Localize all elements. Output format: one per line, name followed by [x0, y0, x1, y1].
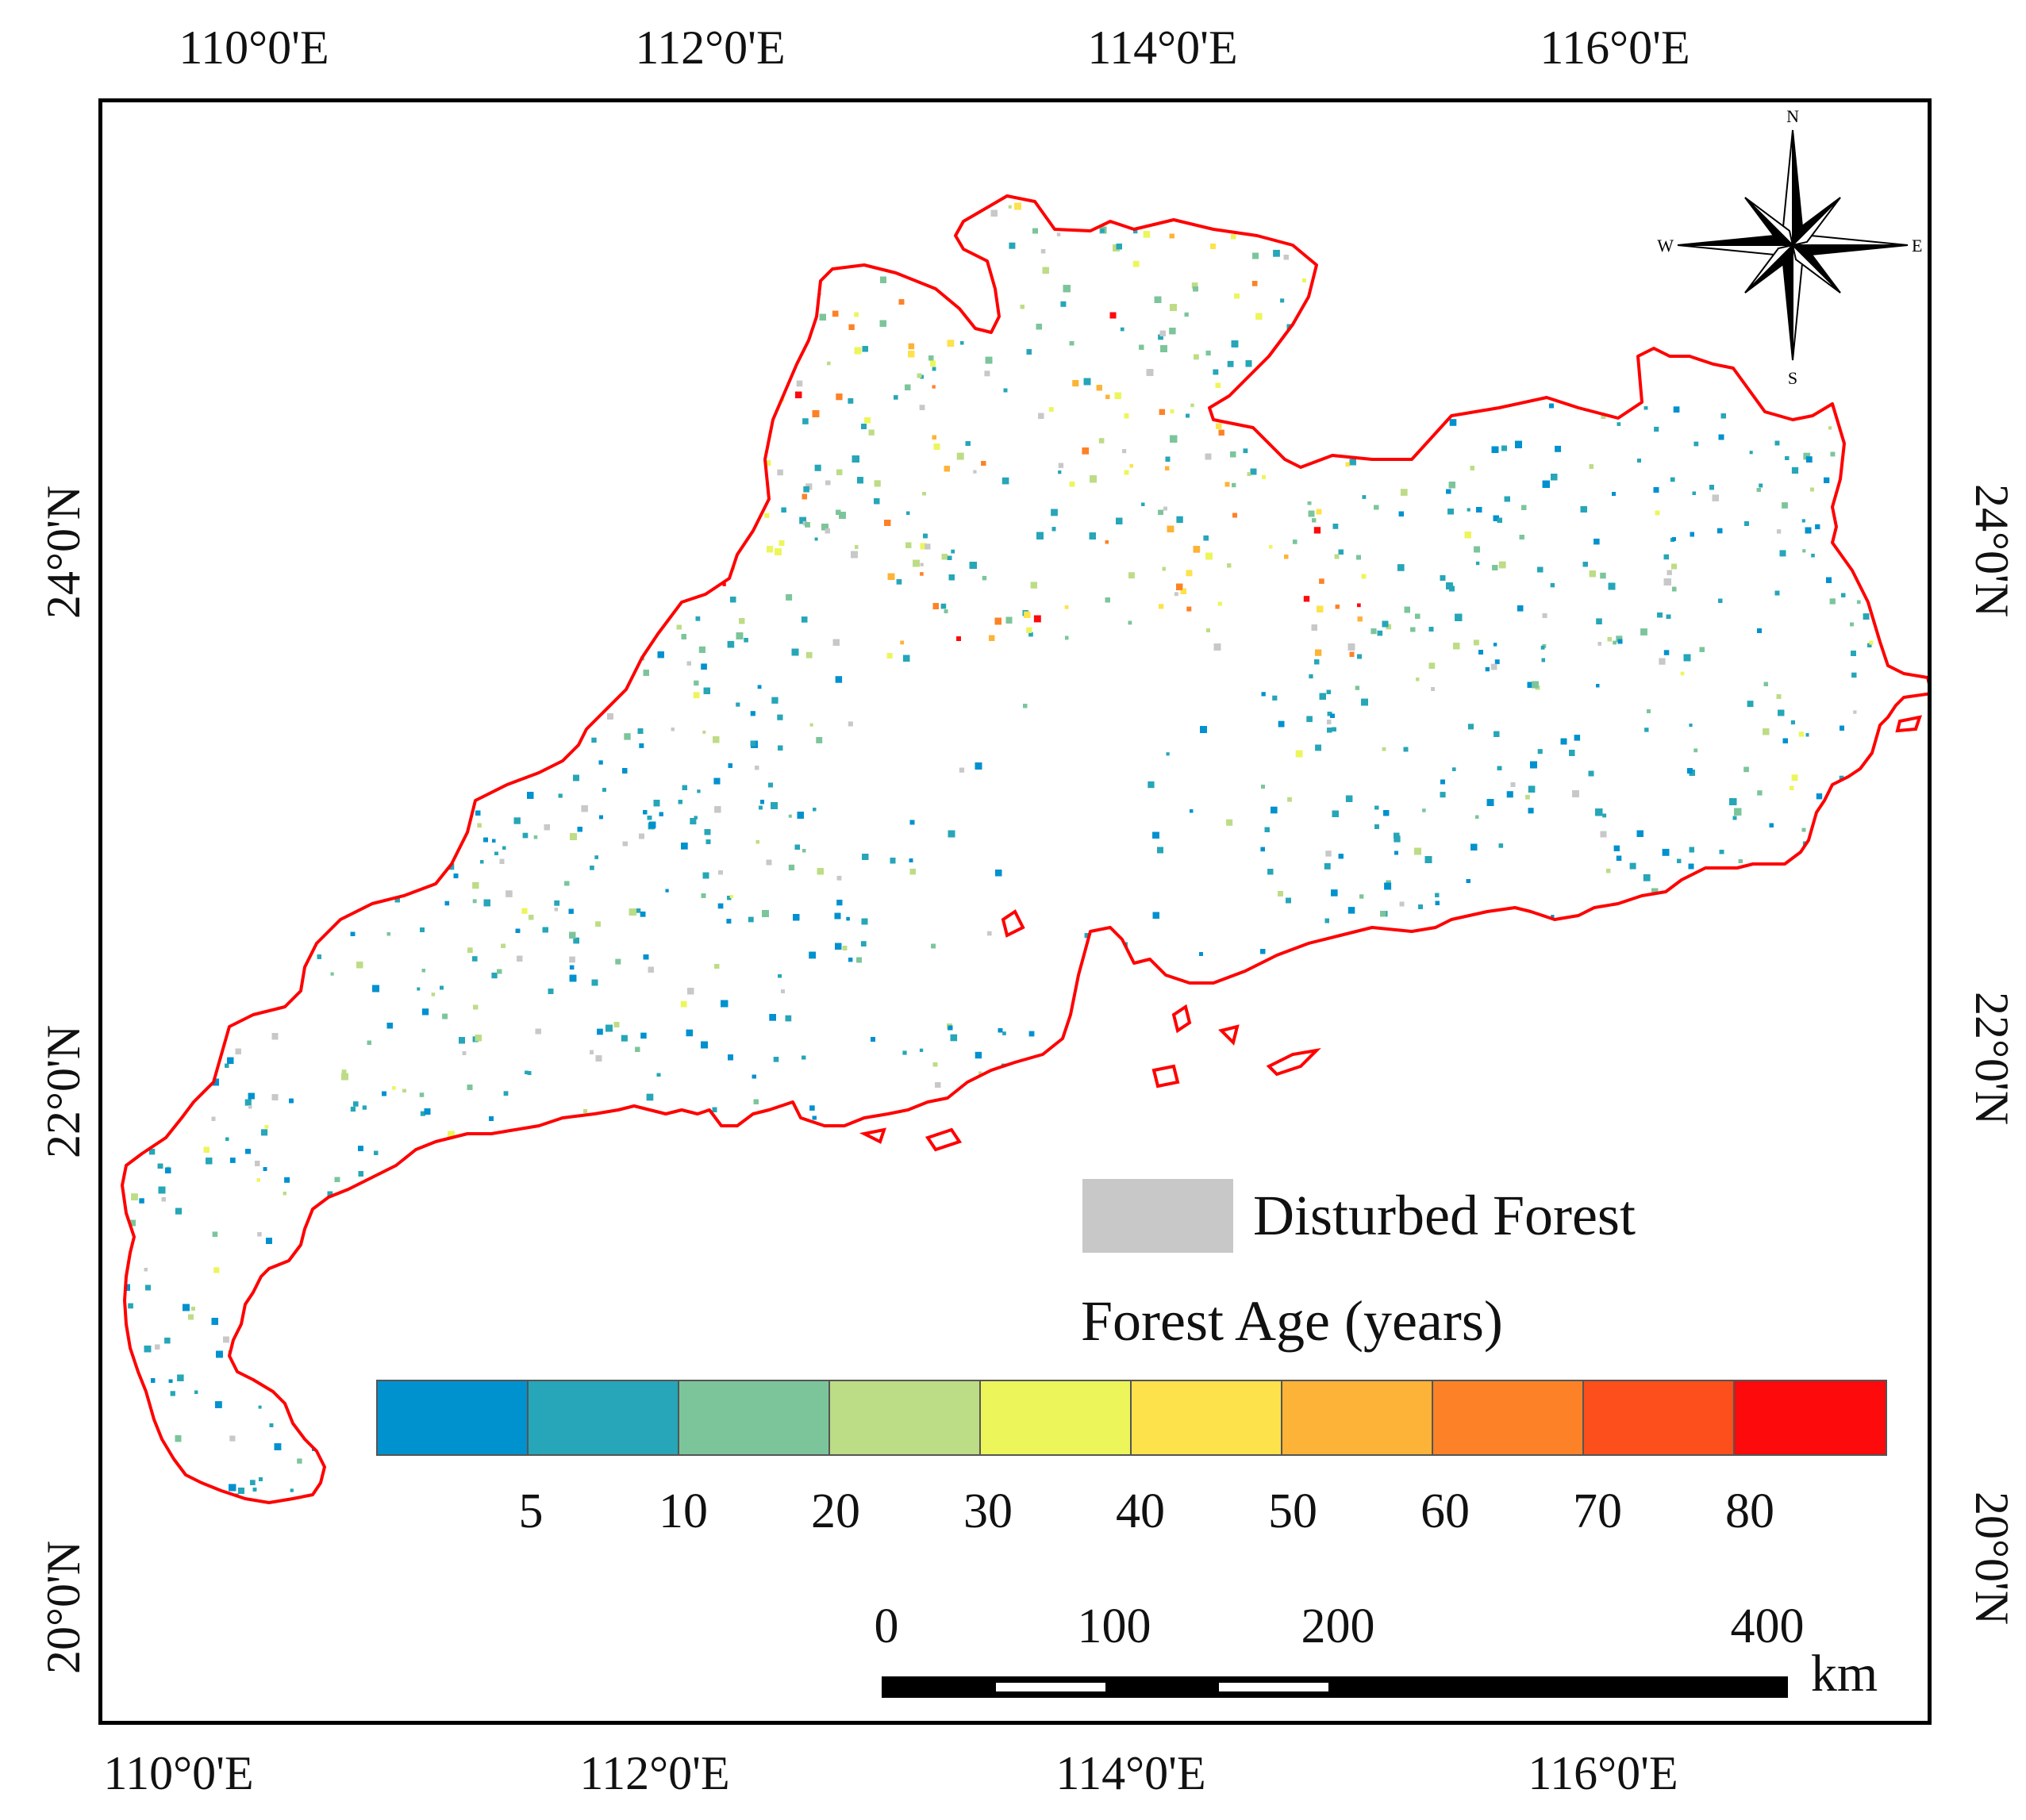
coastal-islands: [859, 715, 1922, 1152]
island-outline: [1266, 1048, 1321, 1077]
compass-n: N: [1786, 106, 1799, 126]
colorbar-tick: 30: [963, 1484, 1013, 1538]
forest-age-colorbar: [376, 1380, 1887, 1456]
compass-s: S: [1788, 368, 1797, 388]
colorbar-cell: [1735, 1381, 1886, 1454]
colorbar-tick: 80: [1725, 1484, 1774, 1538]
scale-label-400: 400: [1730, 1599, 1805, 1653]
scale-label-0: 0: [874, 1599, 899, 1653]
right-lat-label: 22°0'N: [1966, 992, 2018, 1126]
island-outline: [1001, 909, 1025, 938]
island-outline: [925, 1127, 963, 1152]
island-outline: [1151, 1064, 1180, 1089]
island-outline: [1218, 1024, 1240, 1046]
scale-unit: km: [1810, 1645, 1878, 1703]
top-lon-label: 112°0'E: [635, 21, 786, 74]
bottom-lon-label: 116°0'E: [1528, 1747, 1678, 1799]
map-canvas: N S E W: [121, 106, 1928, 1504]
colorbar-tick: 40: [1116, 1484, 1165, 1538]
colorbar-tick: 60: [1421, 1484, 1470, 1538]
scale-bar: [882, 1676, 1788, 1698]
colorbar-cell: [981, 1381, 1132, 1454]
forest-age-title: Forest Age (years): [1081, 1289, 1503, 1353]
scale-label-100: 100: [1077, 1599, 1151, 1653]
colorbar-cell: [679, 1381, 830, 1454]
colorbar-cell: [1584, 1381, 1735, 1454]
compass-w: W: [1657, 236, 1674, 255]
colorbar-tick: 50: [1268, 1484, 1317, 1538]
island-outline: [1171, 1004, 1192, 1034]
colorbar-cell: [1433, 1381, 1584, 1454]
bottom-lon-label: 114°0'E: [1055, 1747, 1206, 1799]
left-lat-label: 24°0'N: [37, 485, 90, 619]
bottom-lon-label: 110°0'E: [103, 1747, 254, 1799]
colorbar-cell: [830, 1381, 981, 1454]
scale-segment: [996, 1683, 1105, 1691]
right-lat-label: 24°0'N: [1966, 484, 2018, 618]
island-outline: [859, 1127, 886, 1144]
colorbar-tick: 5: [518, 1484, 544, 1538]
colorbar-tick: 10: [659, 1484, 708, 1538]
top-lon-label: 114°0'E: [1087, 21, 1238, 74]
colorbar-cell: [1282, 1381, 1433, 1454]
scale-label-200: 200: [1301, 1599, 1375, 1653]
top-lon-label: 116°0'E: [1540, 21, 1690, 74]
top-lon-label: 110°0'E: [179, 21, 329, 74]
left-lat-label: 20°0'N: [37, 1540, 90, 1674]
colorbar-cell: [378, 1381, 529, 1454]
province-boundary: [121, 194, 1928, 1504]
bottom-lon-label: 112°0'E: [579, 1747, 730, 1799]
disturbed-forest-swatch: [1082, 1179, 1233, 1253]
colorbar-cell: [1132, 1381, 1282, 1454]
left-lat-label: 22°0'N: [37, 1024, 90, 1158]
colorbar-cell: [529, 1381, 679, 1454]
map-frame: N S E W Disturbed Forest Forest Age (yea…: [98, 98, 1932, 1725]
compass-e: E: [1912, 236, 1922, 255]
island-outline: [1895, 715, 1922, 733]
north-arrow-compass: N S E W: [1657, 106, 1922, 388]
colorbar-tick: 20: [811, 1484, 860, 1538]
scale-segment: [1219, 1683, 1328, 1691]
disturbed-forest-label: Disturbed Forest: [1253, 1184, 1636, 1247]
right-lat-label: 20°0'N: [1966, 1492, 2018, 1626]
colorbar-tick: 70: [1573, 1484, 1622, 1538]
